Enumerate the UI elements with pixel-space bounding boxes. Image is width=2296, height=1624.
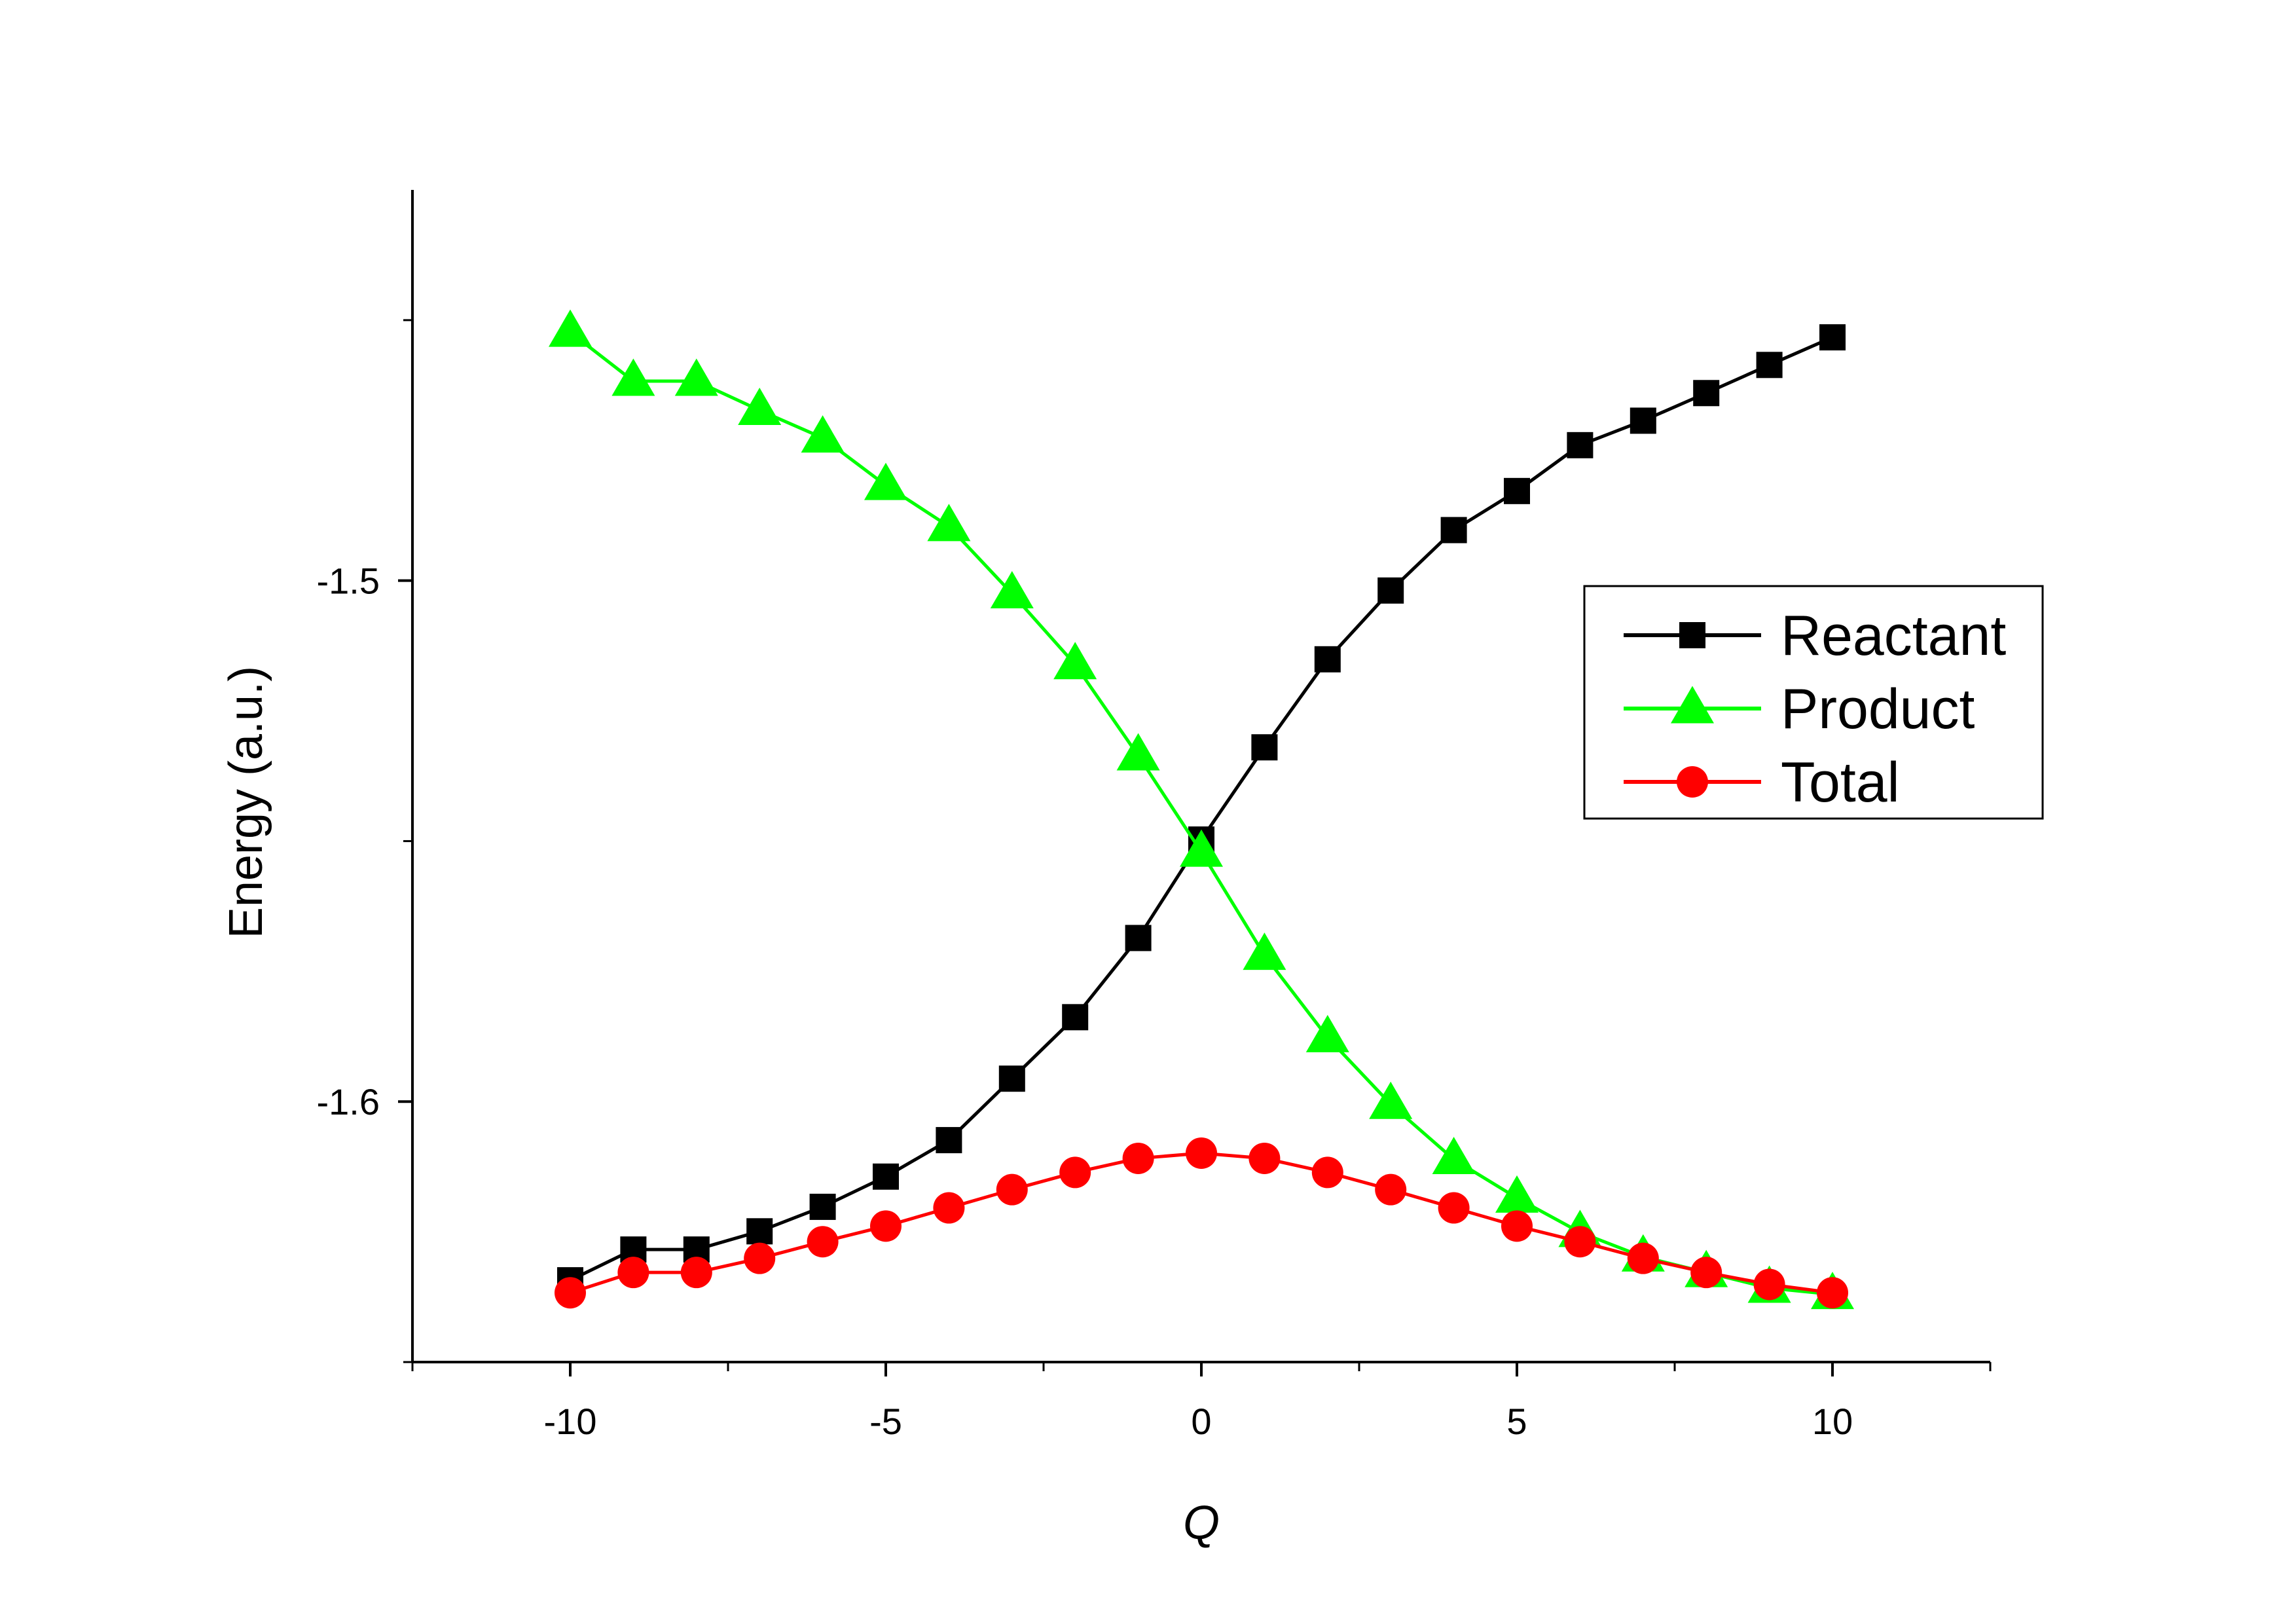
reactant-point: [936, 1127, 962, 1154]
product-point: [990, 571, 1034, 609]
total-point: [870, 1210, 902, 1242]
total-point: [1690, 1257, 1722, 1289]
legend-swatch-marker: [1679, 622, 1705, 648]
reactant-point: [1819, 324, 1846, 351]
total-point: [933, 1192, 965, 1224]
product-point: [1180, 829, 1223, 867]
reactant-point: [1125, 925, 1152, 951]
legend-label: Reactant: [1781, 604, 2006, 667]
product-point: [801, 415, 845, 453]
reactant-point: [998, 1065, 1025, 1092]
legend-item-total: Total: [1624, 751, 1900, 814]
reactant-point: [1377, 577, 1404, 604]
total-point: [1248, 1142, 1281, 1174]
reactant-point: [1062, 1004, 1089, 1031]
reactant-point: [1693, 380, 1720, 407]
total-point: [1186, 1137, 1217, 1169]
total-point: [1564, 1226, 1596, 1258]
product-point: [1116, 733, 1160, 771]
legend-box: [1583, 585, 2044, 820]
legend-item-reactant: Reactant: [1624, 604, 2006, 667]
reactant-point: [1567, 432, 1594, 458]
total-point: [1311, 1156, 1343, 1189]
legend-label: Total: [1781, 751, 1900, 814]
x-axis-title: Q: [1183, 1497, 1220, 1549]
series-total: [555, 1137, 1848, 1309]
reactant-point: [809, 1193, 836, 1220]
total-point: [996, 1173, 1028, 1206]
product-point: [927, 504, 971, 542]
x-tick-label: 10: [1812, 1401, 1853, 1442]
product-point: [1432, 1137, 1476, 1175]
product-point: [864, 462, 907, 500]
product-point: [1495, 1175, 1539, 1213]
product-point: [1243, 932, 1286, 970]
legend-swatch-marker: [1677, 766, 1708, 798]
product-point: [1305, 1014, 1349, 1052]
total-point: [1627, 1242, 1659, 1274]
total-point: [680, 1257, 712, 1289]
product-point: [738, 388, 782, 426]
total-point: [617, 1257, 649, 1289]
product-point: [1369, 1081, 1413, 1119]
x-tick-label: 0: [1191, 1401, 1211, 1442]
reactant-point: [1314, 646, 1341, 673]
reactant-point: [1440, 517, 1467, 544]
y-tick-label: -1.5: [317, 561, 380, 602]
ticks: -10 -5 0 5 10 -1.6 -1.5: [317, 319, 1992, 1442]
legend: Reactant Product Total: [1583, 585, 2044, 820]
legend-items: Reactant Product Total: [1624, 604, 2006, 814]
product-point: [1053, 642, 1097, 680]
total-point: [1501, 1210, 1533, 1242]
x-tick-label: -10: [544, 1401, 597, 1442]
y-axis-title: Energy (a.u.): [220, 666, 272, 938]
reactant-point: [1251, 734, 1278, 761]
total-point: [1059, 1156, 1091, 1189]
total-point: [1817, 1277, 1848, 1309]
total-point: [807, 1226, 839, 1258]
legend-swatch-marker: [1671, 686, 1714, 724]
reactant-point: [746, 1218, 773, 1245]
total-point: [1375, 1173, 1407, 1206]
x-tick-label: -5: [869, 1401, 902, 1442]
total-point: [744, 1242, 776, 1274]
total-point: [555, 1277, 586, 1309]
total-point: [1438, 1192, 1470, 1224]
reactant-point: [873, 1163, 899, 1190]
legend-label: Product: [1781, 678, 1975, 741]
product-point: [674, 358, 718, 396]
total-point: [1753, 1268, 1785, 1301]
series-group: [549, 309, 1854, 1310]
x-tick-label: 5: [1506, 1401, 1527, 1442]
legend-item-product: Product: [1624, 678, 1975, 741]
product-point: [549, 309, 592, 347]
reactant-point: [1756, 352, 1783, 378]
product-point: [611, 358, 655, 396]
reactant-point: [1630, 407, 1656, 434]
y-tick-label: -1.6: [317, 1081, 380, 1122]
total-point: [1122, 1142, 1154, 1174]
reactant-point: [1504, 477, 1530, 504]
